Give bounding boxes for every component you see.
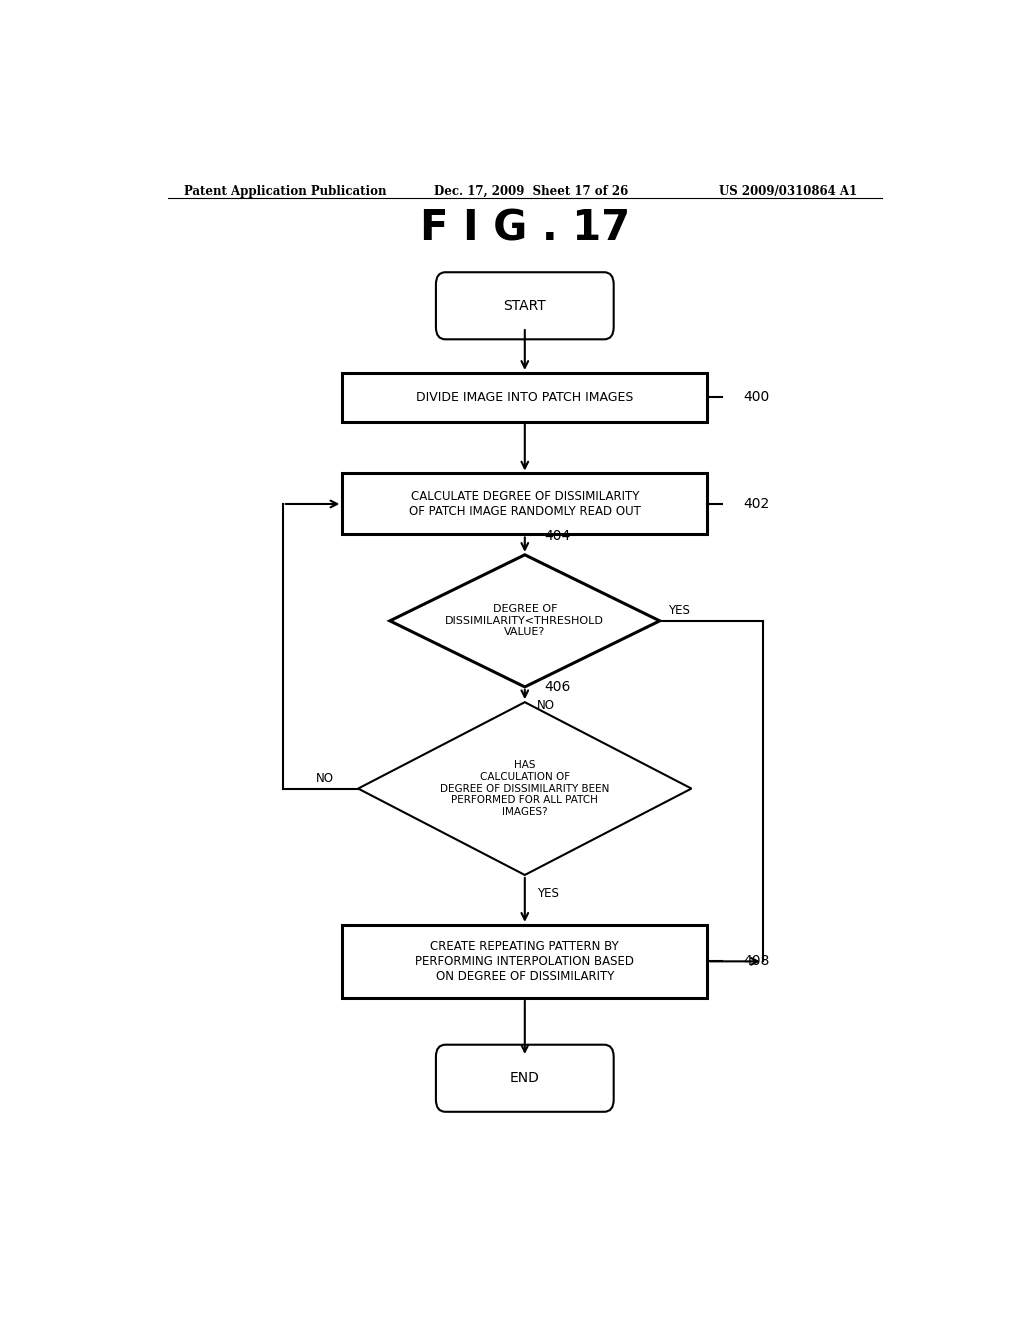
Text: CALCULATE DEGREE OF DISSIMILARITY
OF PATCH IMAGE RANDOMLY READ OUT: CALCULATE DEGREE OF DISSIMILARITY OF PAT… [409, 490, 641, 517]
FancyBboxPatch shape [436, 1044, 613, 1111]
Text: Dec. 17, 2009  Sheet 17 of 26: Dec. 17, 2009 Sheet 17 of 26 [433, 185, 628, 198]
Text: US 2009/0310864 A1: US 2009/0310864 A1 [719, 185, 857, 198]
Polygon shape [390, 554, 659, 686]
Text: NO: NO [537, 700, 555, 711]
Text: 408: 408 [743, 954, 769, 969]
Text: NO: NO [316, 772, 334, 785]
Text: HAS
CALCULATION OF
DEGREE OF DISSIMILARITY BEEN
PERFORMED FOR ALL PATCH
IMAGES?: HAS CALCULATION OF DEGREE OF DISSIMILARI… [440, 760, 609, 817]
Text: 400: 400 [743, 391, 769, 404]
Bar [342, 474, 708, 535]
Text: 402: 402 [743, 496, 769, 511]
Text: 404: 404 [545, 528, 571, 543]
FancyBboxPatch shape [436, 272, 613, 339]
Text: Patent Application Publication: Patent Application Publication [183, 185, 386, 198]
Text: CREATE REPEATING PATTERN BY
PERFORMING INTERPOLATION BASED
ON DEGREE OF DISSIMIL: CREATE REPEATING PATTERN BY PERFORMING I… [416, 940, 634, 983]
Bar [342, 372, 708, 421]
Bar [342, 925, 708, 998]
Text: YES: YES [668, 605, 689, 618]
Text: DEGREE OF
DISSIMILARITY<THRESHOLD
VALUE?: DEGREE OF DISSIMILARITY<THRESHOLD VALUE? [445, 605, 604, 638]
Polygon shape [358, 702, 691, 875]
Text: F I G . 17: F I G . 17 [420, 207, 630, 249]
Text: START: START [504, 298, 546, 313]
Text: YES: YES [537, 887, 558, 900]
Text: DIVIDE IMAGE INTO PATCH IMAGES: DIVIDE IMAGE INTO PATCH IMAGES [416, 391, 634, 404]
Text: END: END [510, 1072, 540, 1085]
Text: 406: 406 [545, 680, 571, 694]
